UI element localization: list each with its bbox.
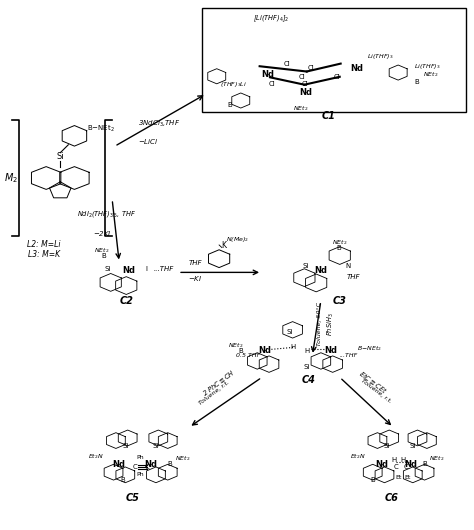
Text: Nd: Nd xyxy=(258,347,271,356)
Text: N: N xyxy=(345,263,350,269)
Text: Cl: Cl xyxy=(284,60,291,67)
Text: ...THF: ...THF xyxy=(153,266,173,272)
Text: Nd: Nd xyxy=(404,460,417,469)
Text: B$-$NEt$_2$: B$-$NEt$_2$ xyxy=(357,344,382,353)
Text: Nd: Nd xyxy=(314,266,328,275)
Text: Et$_2$N: Et$_2$N xyxy=(88,452,104,461)
Text: B: B xyxy=(227,102,232,108)
Text: C: C xyxy=(403,464,408,470)
Text: C6: C6 xyxy=(384,493,399,503)
Text: I: I xyxy=(146,266,147,272)
Text: H: H xyxy=(401,457,406,463)
Text: N(Me)$_2$: N(Me)$_2$ xyxy=(226,235,249,244)
Text: $-$KI: $-$KI xyxy=(188,275,203,284)
Text: Si: Si xyxy=(302,263,309,269)
Text: Cl: Cl xyxy=(308,65,315,72)
Text: Si: Si xyxy=(105,266,111,272)
Text: B: B xyxy=(422,461,427,467)
Text: PhSiH$_3$: PhSiH$_3$ xyxy=(326,312,336,336)
Text: Nd: Nd xyxy=(122,266,135,275)
Text: C1: C1 xyxy=(322,111,336,121)
Text: Si: Si xyxy=(287,330,293,335)
Text: K: K xyxy=(221,241,226,250)
Text: H: H xyxy=(304,348,310,354)
Text: NEt$_2$: NEt$_2$ xyxy=(93,246,109,255)
Text: B: B xyxy=(370,477,375,483)
Text: Nd: Nd xyxy=(324,347,337,356)
Text: Nd: Nd xyxy=(261,69,274,78)
Text: B$-$NEt$_2$: B$-$NEt$_2$ xyxy=(87,124,115,134)
Text: Nd: Nd xyxy=(299,87,312,96)
Text: (THF)$_3$Li: (THF)$_3$Li xyxy=(219,80,247,89)
Text: Cl: Cl xyxy=(299,74,305,80)
Text: Et$_2$N: Et$_2$N xyxy=(350,452,365,461)
Bar xyxy=(201,8,465,112)
Text: C5: C5 xyxy=(126,493,139,503)
Text: H: H xyxy=(392,457,397,463)
Text: NEt$_2$: NEt$_2$ xyxy=(175,455,190,463)
Text: L2: M=Li
L3: M=K: L2: M=Li L3: M=K xyxy=(27,240,61,259)
Text: EtC$\equiv$CEt: EtC$\equiv$CEt xyxy=(357,368,390,396)
Text: Nd: Nd xyxy=(375,460,389,469)
Text: Toluene, r.t.: Toluene, r.t. xyxy=(198,380,231,407)
Text: Li(THF)$_3$: Li(THF)$_3$ xyxy=(366,52,393,61)
Text: B: B xyxy=(415,78,419,84)
Text: 2 PhC$\equiv$CH: 2 PhC$\equiv$CH xyxy=(201,367,237,398)
Text: M$_2$: M$_2$ xyxy=(4,171,18,185)
Text: Et: Et xyxy=(395,475,402,480)
Text: $-$LiCl: $-$LiCl xyxy=(138,137,158,146)
Text: Toluene, r.t.: Toluene, r.t. xyxy=(360,378,393,405)
Text: 3NdCl$_3$,THF: 3NdCl$_3$,THF xyxy=(138,119,180,129)
Text: Si: Si xyxy=(383,443,390,449)
Text: 0.5 THF: 0.5 THF xyxy=(236,353,260,358)
Text: C3: C3 xyxy=(333,296,346,306)
Text: B: B xyxy=(120,477,125,483)
Text: $-$2KI: $-$2KI xyxy=(93,228,112,237)
Text: Nd: Nd xyxy=(145,460,158,469)
Text: Si: Si xyxy=(153,443,159,449)
Text: Li(THF)$_3$: Li(THF)$_3$ xyxy=(414,61,440,70)
Text: NEt$_2$: NEt$_2$ xyxy=(332,238,347,247)
Text: B: B xyxy=(336,245,341,251)
Text: C2: C2 xyxy=(119,296,133,306)
Text: NEt$_2$: NEt$_2$ xyxy=(228,341,244,350)
Text: NEt$_2$: NEt$_2$ xyxy=(293,104,309,113)
Text: NEt$_2$: NEt$_2$ xyxy=(423,70,438,78)
Text: Ph: Ph xyxy=(137,472,144,477)
Text: THF: THF xyxy=(189,260,202,266)
Text: B: B xyxy=(101,253,106,259)
Text: ...THF: ...THF xyxy=(340,353,358,358)
Text: [Li(THF)$_4$]$_2$: [Li(THF)$_4$]$_2$ xyxy=(254,14,290,24)
Text: Cl: Cl xyxy=(334,74,340,80)
Text: Si: Si xyxy=(303,364,310,370)
Text: C: C xyxy=(144,464,149,470)
Text: Nd: Nd xyxy=(112,460,125,469)
Text: Si: Si xyxy=(56,152,64,161)
Text: C4: C4 xyxy=(301,375,316,385)
Text: NEt$_2$: NEt$_2$ xyxy=(429,455,445,463)
Text: Si: Si xyxy=(410,443,416,449)
Text: Et: Et xyxy=(405,475,411,480)
Text: C: C xyxy=(132,464,137,470)
Text: Cl: Cl xyxy=(302,81,309,87)
Text: Nd: Nd xyxy=(351,64,364,73)
Text: Ph: Ph xyxy=(137,455,144,460)
Text: B: B xyxy=(168,461,173,467)
Text: H: H xyxy=(290,344,295,350)
Text: Si: Si xyxy=(122,443,128,449)
Text: NdI$_2$(THF)$_{3.5}$, THF: NdI$_2$(THF)$_{3.5}$, THF xyxy=(77,209,136,219)
Text: B: B xyxy=(238,348,243,354)
Text: Cl: Cl xyxy=(268,81,275,87)
Text: C: C xyxy=(394,464,399,470)
Text: Toluene, 50°C: Toluene, 50°C xyxy=(317,302,322,346)
Text: THF: THF xyxy=(347,274,361,280)
